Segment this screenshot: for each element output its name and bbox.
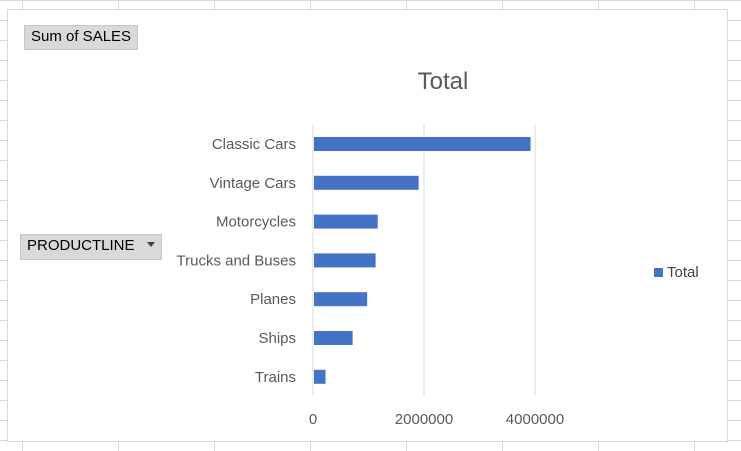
category-label: Trains	[255, 369, 296, 386]
chart-title: Total	[417, 68, 469, 95]
category-label: Vintage Cars	[210, 175, 296, 192]
category-labels: Classic Cars Vintage Cars Motorcycles Truck…	[177, 136, 297, 386]
bar[interactable]	[314, 331, 353, 345]
bar[interactable]	[314, 175, 419, 190]
category-label: Ships	[258, 330, 296, 347]
chevron-down-icon[interactable]	[146, 241, 155, 247]
category-label: Planes	[250, 291, 296, 308]
x-tick-label: 4000000	[506, 411, 564, 428]
gridlines	[312, 124, 536, 396]
axis-field-label: PRODUCTLINE	[27, 237, 135, 254]
category-label: Motorcycles	[216, 214, 296, 231]
legend-label: Total	[667, 264, 699, 281]
legend: Total	[654, 264, 699, 281]
bar[interactable]	[314, 253, 376, 268]
x-tick-label: 2000000	[395, 411, 453, 428]
legend-swatch	[654, 268, 663, 277]
bar[interactable]	[314, 137, 531, 151]
bar[interactable]	[314, 369, 326, 384]
bar[interactable]	[314, 214, 378, 229]
values-field-label: Sum of SALES	[31, 28, 132, 45]
category-label: Trucks and Buses	[177, 252, 297, 269]
x-tick-label: 0	[309, 411, 317, 428]
category-label: Classic Cars	[212, 136, 296, 153]
bar[interactable]	[314, 292, 368, 307]
axis-field-button[interactable]: PRODUCTLINE	[20, 234, 162, 260]
bars	[314, 137, 531, 384]
values-field-button[interactable]: Sum of SALES	[24, 25, 139, 50]
x-tick-labels: 0 2000000 4000000	[309, 411, 564, 428]
